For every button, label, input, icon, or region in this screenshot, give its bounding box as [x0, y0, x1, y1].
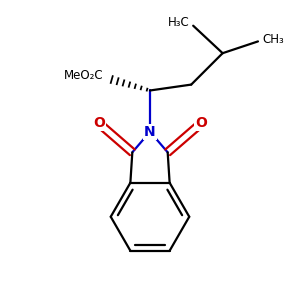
Text: H₃C: H₃C — [167, 16, 189, 29]
Text: N: N — [144, 125, 156, 139]
Text: CH₃: CH₃ — [262, 33, 283, 46]
Text: O: O — [93, 116, 105, 130]
Text: MeO₂C: MeO₂C — [64, 69, 104, 82]
Text: O: O — [195, 116, 207, 130]
